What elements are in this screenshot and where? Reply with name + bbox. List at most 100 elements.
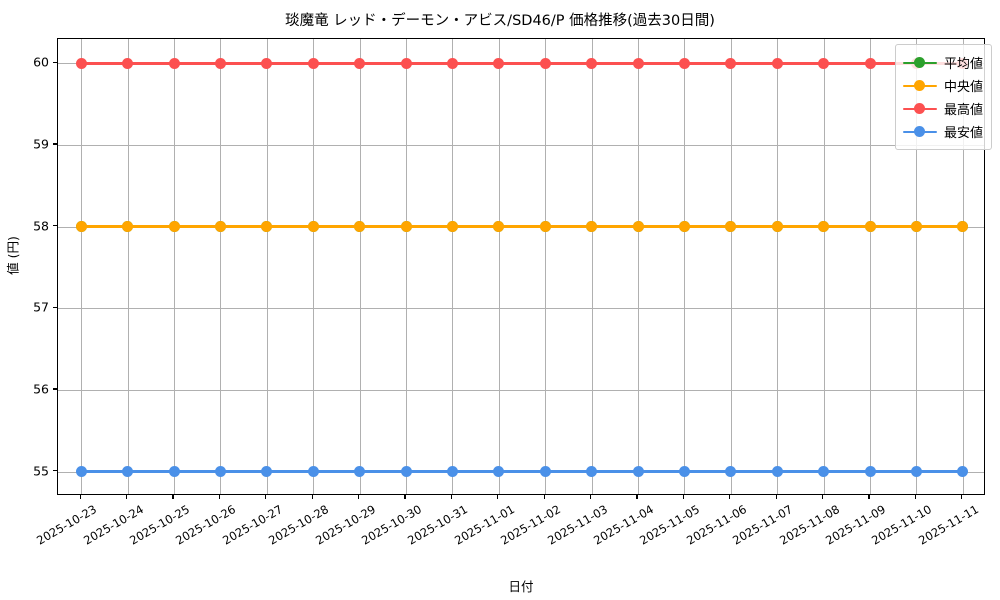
series-data-point <box>354 221 366 233</box>
x-axis-tick-mark <box>265 495 267 499</box>
series-data-point <box>539 57 551 69</box>
x-axis-tick-mark <box>79 495 81 499</box>
series-line-segment <box>313 470 360 473</box>
y-axis-tick-label: 59 <box>33 136 49 152</box>
series-data-point <box>307 57 319 69</box>
series-data-point <box>168 57 180 69</box>
x-axis-tick-mark <box>450 495 453 499</box>
legend-marker-icon <box>914 103 926 114</box>
series-data-point <box>678 466 690 478</box>
series-line-segment <box>452 470 499 473</box>
series-line-segment <box>174 225 221 228</box>
series-data-point <box>957 221 969 233</box>
series-data-point <box>864 466 876 478</box>
series-line-segment <box>591 470 638 473</box>
legend-color-swatch <box>902 57 937 69</box>
x-axis-tick-mark <box>218 495 221 499</box>
series-data-point <box>586 221 598 233</box>
series-data-point <box>168 466 180 478</box>
series-line-segment <box>220 225 267 228</box>
gridline-vertical <box>81 39 83 494</box>
legend-color-swatch <box>902 126 937 138</box>
series-data-point <box>771 57 783 69</box>
series-line-segment <box>730 225 778 228</box>
series-line-segment <box>823 470 870 473</box>
series-line-segment <box>406 225 453 228</box>
x-axis-tick-mark <box>311 495 313 499</box>
series-data-point <box>493 57 505 69</box>
y-axis-tick-label: 58 <box>33 218 49 234</box>
legend-color-swatch <box>902 103 937 115</box>
series-data-point <box>493 466 505 478</box>
series-line-segment <box>81 62 128 65</box>
chart-title: 琰魔竜 レッド・デーモン・アビス/SD46/P 価格推移(過去30日間) <box>285 13 715 29</box>
legend-item-label: 平均値 <box>943 57 983 72</box>
gridline-vertical <box>777 39 779 494</box>
series-line-segment <box>591 225 638 228</box>
gridline-vertical <box>406 39 407 494</box>
x-axis-tick-mark <box>821 495 824 499</box>
series-line-segment <box>823 62 870 65</box>
y-axis-tick-label: 60 <box>33 54 49 70</box>
series-data-point <box>75 221 87 233</box>
legend-item-4[interactable]: 最安値 <box>902 120 983 143</box>
series-line-segment <box>81 225 128 228</box>
series-data-point <box>539 466 551 478</box>
series-data-point <box>632 466 644 478</box>
gridline-vertical <box>638 39 639 494</box>
gridline-vertical <box>591 39 593 494</box>
series-data-point <box>632 221 644 233</box>
series-line-segment <box>916 225 963 228</box>
x-axis-tick-group: 2025-10-23 2025-10-24 2025-10-25 2025-10-26… <box>34 495 985 575</box>
y-axis-tick-mark <box>53 61 57 64</box>
series-data-point <box>678 221 690 233</box>
series-line-segment <box>127 470 174 473</box>
series-data-point <box>678 57 690 69</box>
series-line-segment <box>359 225 406 228</box>
series-data-point <box>354 466 366 478</box>
y-axis-tick-label: 55 <box>33 463 49 479</box>
plot-area <box>57 38 985 495</box>
series-data-point <box>446 221 458 233</box>
series-data-point <box>400 221 412 233</box>
x-axis-tick-mark <box>914 495 917 499</box>
y-axis-tick-label: 56 <box>33 381 49 397</box>
gridline-vertical <box>684 39 686 494</box>
x-axis-tick-mark <box>125 495 128 499</box>
series-data-point <box>818 466 830 478</box>
series-line-segment <box>127 225 174 228</box>
gridline-horizontal <box>58 308 984 310</box>
series-line-segment <box>81 470 128 473</box>
legend-marker-icon <box>914 57 926 68</box>
series-data-point <box>771 221 783 233</box>
y-axis-tick-mark <box>53 306 57 308</box>
gridline-vertical <box>916 39 918 494</box>
gridline-vertical <box>359 39 361 494</box>
series-line-segment <box>777 225 824 228</box>
gridline-vertical <box>870 39 871 494</box>
series-line-segment <box>498 470 546 473</box>
series-line-segment <box>220 62 267 65</box>
gridline-vertical <box>962 39 964 494</box>
gridline-horizontal <box>58 389 984 391</box>
y-axis-tick-mark <box>53 388 57 390</box>
gridline-vertical <box>498 39 500 494</box>
series-line-segment <box>777 470 824 473</box>
legend-item-1[interactable]: 平均値 <box>902 51 983 74</box>
series-data-point <box>725 221 737 233</box>
series-line-segment <box>545 62 592 65</box>
legend-item-3[interactable]: 最高値 <box>902 97 983 120</box>
legend-item-2[interactable]: 中央値 <box>902 74 983 97</box>
legend-marker-icon <box>914 80 926 91</box>
gridline-vertical <box>452 39 454 494</box>
y-axis-tick-group: 55 56 57 58 59 60 <box>0 38 57 495</box>
x-axis-tick-mark <box>589 495 592 499</box>
series-data-point <box>214 57 226 69</box>
x-axis-tick-mark <box>868 495 870 499</box>
series-line-segment <box>730 470 778 473</box>
gridline-vertical <box>545 39 547 494</box>
series-data-point <box>725 57 737 69</box>
series-data-point <box>354 57 366 69</box>
x-axis-tick-mark <box>636 495 638 499</box>
series-line-segment <box>638 470 685 473</box>
